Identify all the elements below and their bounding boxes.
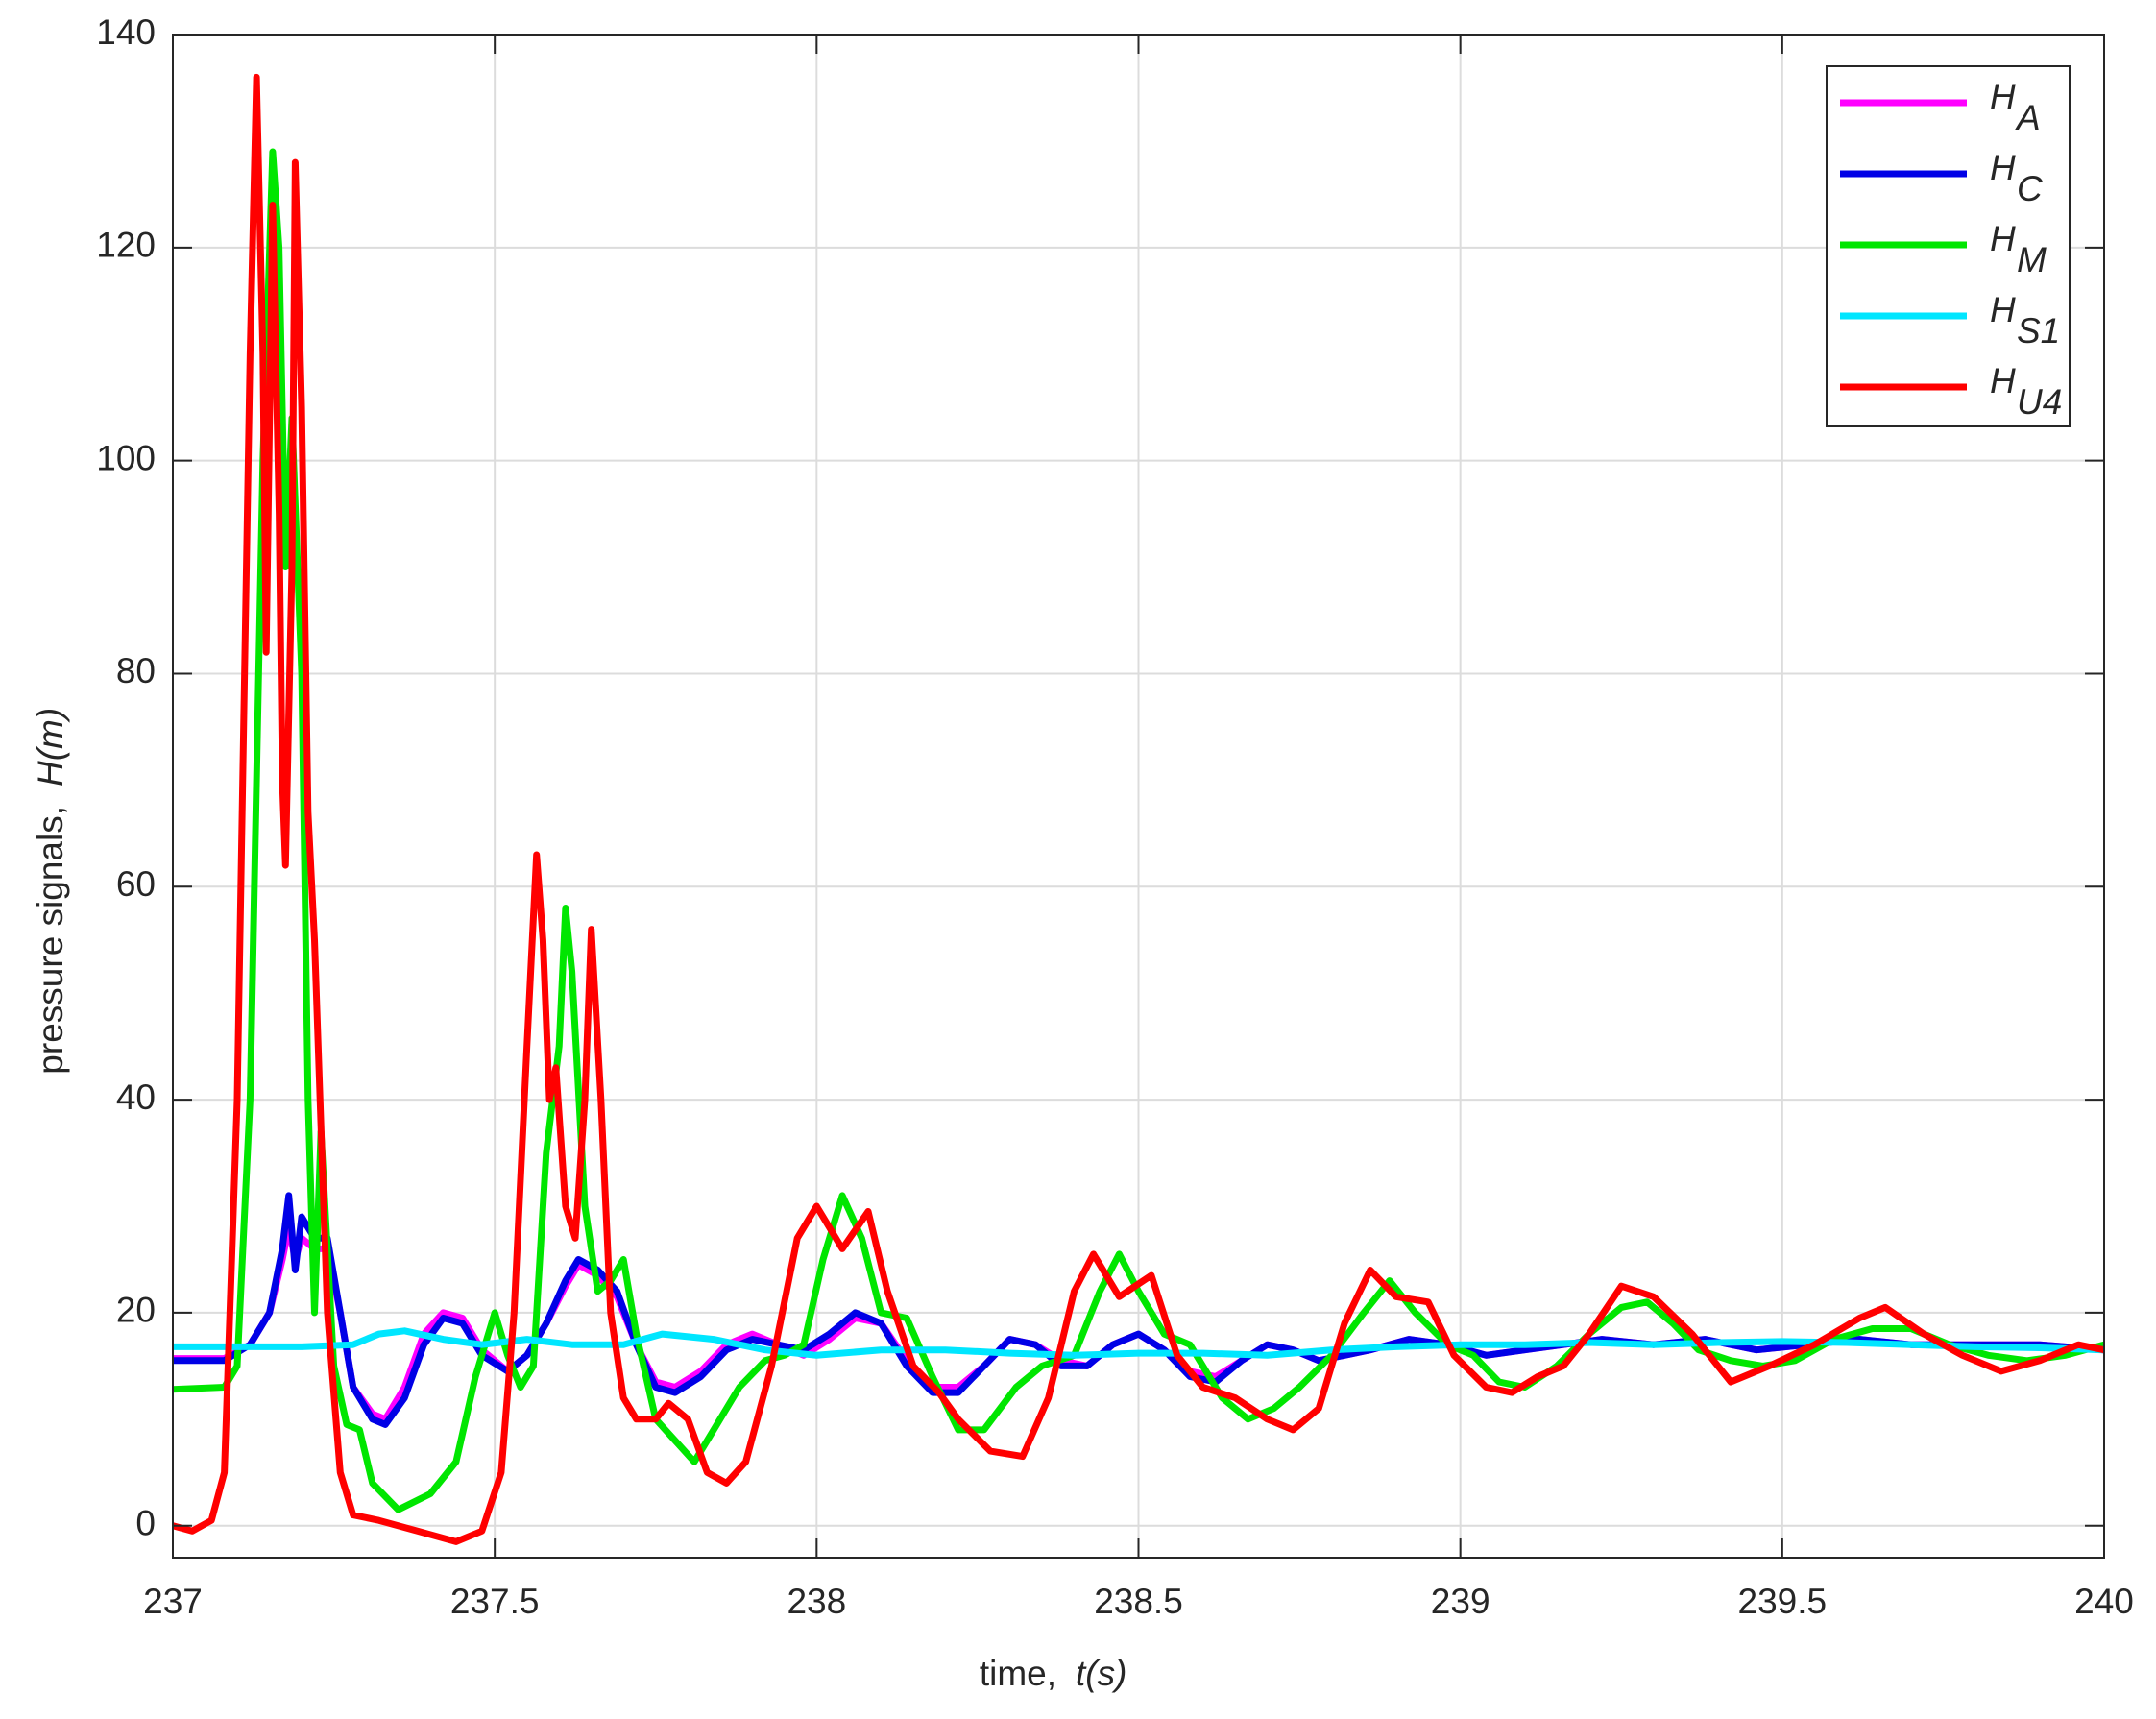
x-axis-label: time, — [980, 1654, 1056, 1693]
x-tick-label: 237 — [143, 1582, 203, 1621]
y-axis-label: pressure signals, — [31, 806, 70, 1075]
series-line — [173, 1327, 2105, 1359]
series-line — [172, 148, 2105, 1513]
y-axis-label-var: H(m) — [31, 708, 70, 787]
y-tick-label: 20 — [116, 1291, 156, 1330]
x-tick-label: 238.5 — [1094, 1582, 1183, 1621]
y-tick-label: 120 — [96, 226, 156, 265]
legend-label-sub: A — [2015, 98, 2041, 137]
y-axis-label-group: pressure signals, H(m) — [31, 708, 70, 1075]
y-tick-label: 60 — [116, 864, 156, 904]
series-layer — [172, 73, 2105, 1545]
x-tick-label: 237.5 — [450, 1582, 540, 1621]
x-tick-label: 240 — [2074, 1582, 2134, 1621]
legend-label: H — [1990, 148, 2016, 187]
legend-label-sub: C — [2017, 169, 2043, 208]
legend-label-sub: U4 — [2017, 382, 2062, 422]
series-line — [172, 73, 2105, 1545]
x-tick-label: 238 — [787, 1582, 846, 1621]
y-tick-label: 140 — [96, 12, 156, 52]
y-tick-label: 100 — [96, 438, 156, 477]
legend-label-sub: S1 — [2017, 311, 2060, 351]
x-tick-label: 239 — [1431, 1582, 1490, 1621]
legend-label: H — [1990, 361, 2016, 400]
legend-label: H — [1990, 290, 2016, 329]
legend-label: H — [1990, 219, 2016, 258]
y-tick-label: 0 — [135, 1504, 156, 1543]
legend-label-sub: M — [2017, 240, 2047, 279]
y-tick-label: 80 — [116, 651, 156, 690]
tick-layer: 237 237.5 238 238.5 239 239.5 240 0 20 40 60 80 100 1… — [96, 12, 2134, 1621]
legend-label: H — [1990, 77, 2016, 116]
x-axis-label-var: t(s) — [1076, 1654, 1126, 1693]
y-tick-label: 40 — [116, 1077, 156, 1117]
series-line — [173, 1192, 2105, 1428]
x-tick-label: 239.5 — [1738, 1582, 1828, 1621]
